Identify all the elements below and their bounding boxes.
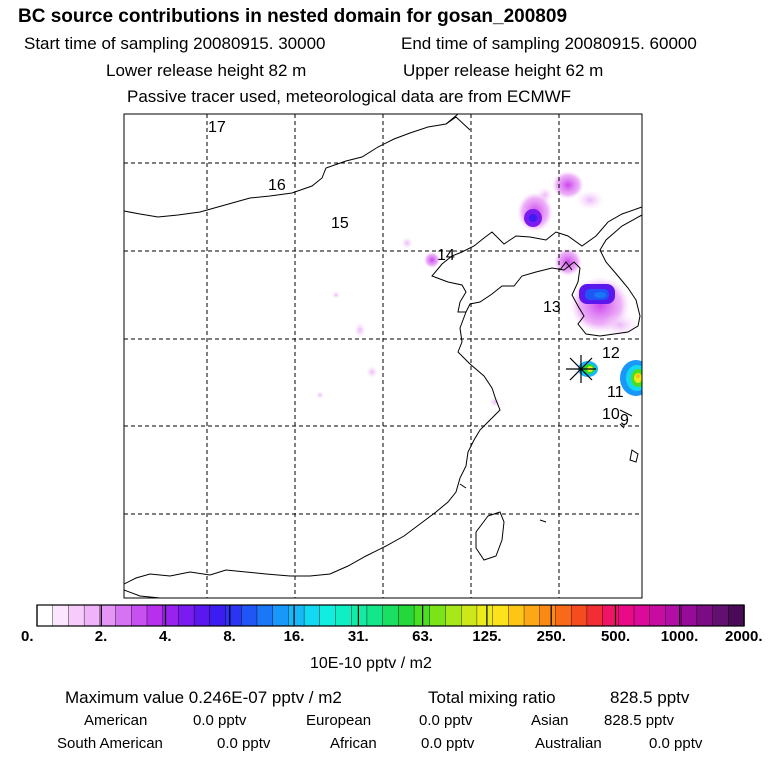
color-bar-cell xyxy=(680,604,698,627)
color-bar-cell xyxy=(303,604,321,627)
color-bar-cell xyxy=(696,604,714,627)
trajectory-label: 17 xyxy=(208,119,226,136)
color-bar-cell xyxy=(68,604,85,627)
chart-title: BC source contributions in nested domain… xyxy=(18,6,568,27)
region-value: 0.0 pptv xyxy=(217,735,271,752)
color-bar-cell xyxy=(712,604,729,627)
color-bar-cell xyxy=(508,604,525,627)
trajectory-label: 13 xyxy=(543,299,561,316)
units-label: 10E-10 pptv / m2 xyxy=(310,655,432,672)
maximum-value-label: Maximum value 0.246E-07 pptv / m2 xyxy=(65,688,342,707)
trajectory-label: 15 xyxy=(331,215,349,232)
color-bar-cell xyxy=(99,604,117,627)
color-bar-tick-label: 125. xyxy=(472,628,502,645)
color-bar-cell xyxy=(83,604,101,627)
color-bar-cell xyxy=(366,604,384,627)
color-bar-cell xyxy=(602,604,620,627)
color-bar xyxy=(36,604,745,627)
trajectory-label: 10 xyxy=(602,406,620,423)
color-bar-cell xyxy=(445,604,462,627)
color-bar-cell xyxy=(618,604,635,627)
color-bar-cell xyxy=(241,604,258,627)
info-label: Passive tracer used, meteorological data… xyxy=(127,87,572,106)
concentration-field xyxy=(316,171,642,407)
color-bar-cell xyxy=(131,604,148,627)
color-bar-tick-label: 4. xyxy=(159,628,172,645)
region-name: South American xyxy=(57,735,163,752)
color-bar-tick-label: 63. xyxy=(412,628,433,645)
trajectory-label: 16 xyxy=(268,177,286,194)
start-time-label: Start time of sampling 20080915. 30000 xyxy=(24,34,326,53)
color-bar-cell xyxy=(461,604,478,627)
color-bar-cell xyxy=(633,604,651,627)
color-bar-cell xyxy=(523,604,541,627)
total-mixing-ratio-label: Total mixing ratio xyxy=(428,688,556,707)
color-bar-cell xyxy=(36,604,54,627)
color-bar-cell xyxy=(52,604,70,627)
star-receptor-icon xyxy=(566,355,596,383)
color-bar-cell xyxy=(272,604,290,627)
color-bar-cell xyxy=(209,604,227,627)
end-time-label: End time of sampling 20080915. 60000 xyxy=(401,34,697,53)
color-bar-cell xyxy=(225,604,242,627)
region-value: 0.0 pptv xyxy=(421,735,475,752)
color-bar-cell xyxy=(649,604,667,627)
upper-release-height-label: Upper release height 62 m xyxy=(403,61,604,80)
color-bar-tick-label: 1000. xyxy=(660,628,699,645)
color-bar-cell xyxy=(570,604,588,627)
region-value: 828.5 pptv xyxy=(604,712,675,729)
coastlines xyxy=(124,114,642,598)
region-name: African xyxy=(330,735,377,752)
color-bar-cell xyxy=(319,604,337,627)
trajectory-label: 11 xyxy=(607,384,624,401)
color-bar-tick-label: 16. xyxy=(283,628,305,645)
color-bar-tick-label: 31. xyxy=(347,628,369,645)
region-value: 0.0 pptv xyxy=(419,712,473,729)
region-name: European xyxy=(306,712,372,729)
trajectory-label: 12 xyxy=(602,345,620,362)
color-bar-cell xyxy=(178,604,195,627)
color-bar-cell xyxy=(146,604,164,627)
lower-release-height-label: Lower release height 82 m xyxy=(106,61,307,80)
trajectory-label: 14 xyxy=(437,247,455,264)
color-bar-cell xyxy=(476,604,494,627)
region-name: Australian xyxy=(535,735,602,752)
color-bar-tick-label: 250. xyxy=(536,628,566,645)
map-frame xyxy=(123,113,643,599)
color-bar-tick-label: 2000. xyxy=(725,628,763,645)
color-bar-cell xyxy=(288,604,305,627)
color-bar-tick-label: 0. xyxy=(21,628,34,645)
color-bar-cell xyxy=(398,604,415,627)
region-value: 0.0 pptv xyxy=(649,735,703,752)
color-bar-cell xyxy=(555,604,572,627)
trajectory-label: 9 xyxy=(620,412,629,429)
region-name: American xyxy=(84,712,148,729)
color-bar-tick-label: 500. xyxy=(600,628,631,645)
color-bar-cell xyxy=(351,604,368,627)
color-bar-cell xyxy=(256,604,274,627)
color-bar-cell xyxy=(335,604,352,627)
color-bar-cell xyxy=(539,604,557,627)
region-value: 0.0 pptv xyxy=(193,712,247,729)
color-bar-cell xyxy=(382,604,400,627)
color-bar-tick-label: 8. xyxy=(223,628,236,645)
color-bar-cell xyxy=(429,604,447,627)
region-name: Asian xyxy=(531,712,569,729)
color-bar-cell xyxy=(586,604,604,627)
color-bar-cell xyxy=(728,604,745,627)
color-bar-tick-label: 2. xyxy=(94,628,108,645)
color-bar-cell xyxy=(492,604,510,627)
color-bar-cell xyxy=(115,604,132,627)
grid-lines xyxy=(124,114,642,598)
total-mixing-ratio-value: 828.5 pptv xyxy=(610,688,690,707)
color-bar-cell xyxy=(193,604,211,627)
